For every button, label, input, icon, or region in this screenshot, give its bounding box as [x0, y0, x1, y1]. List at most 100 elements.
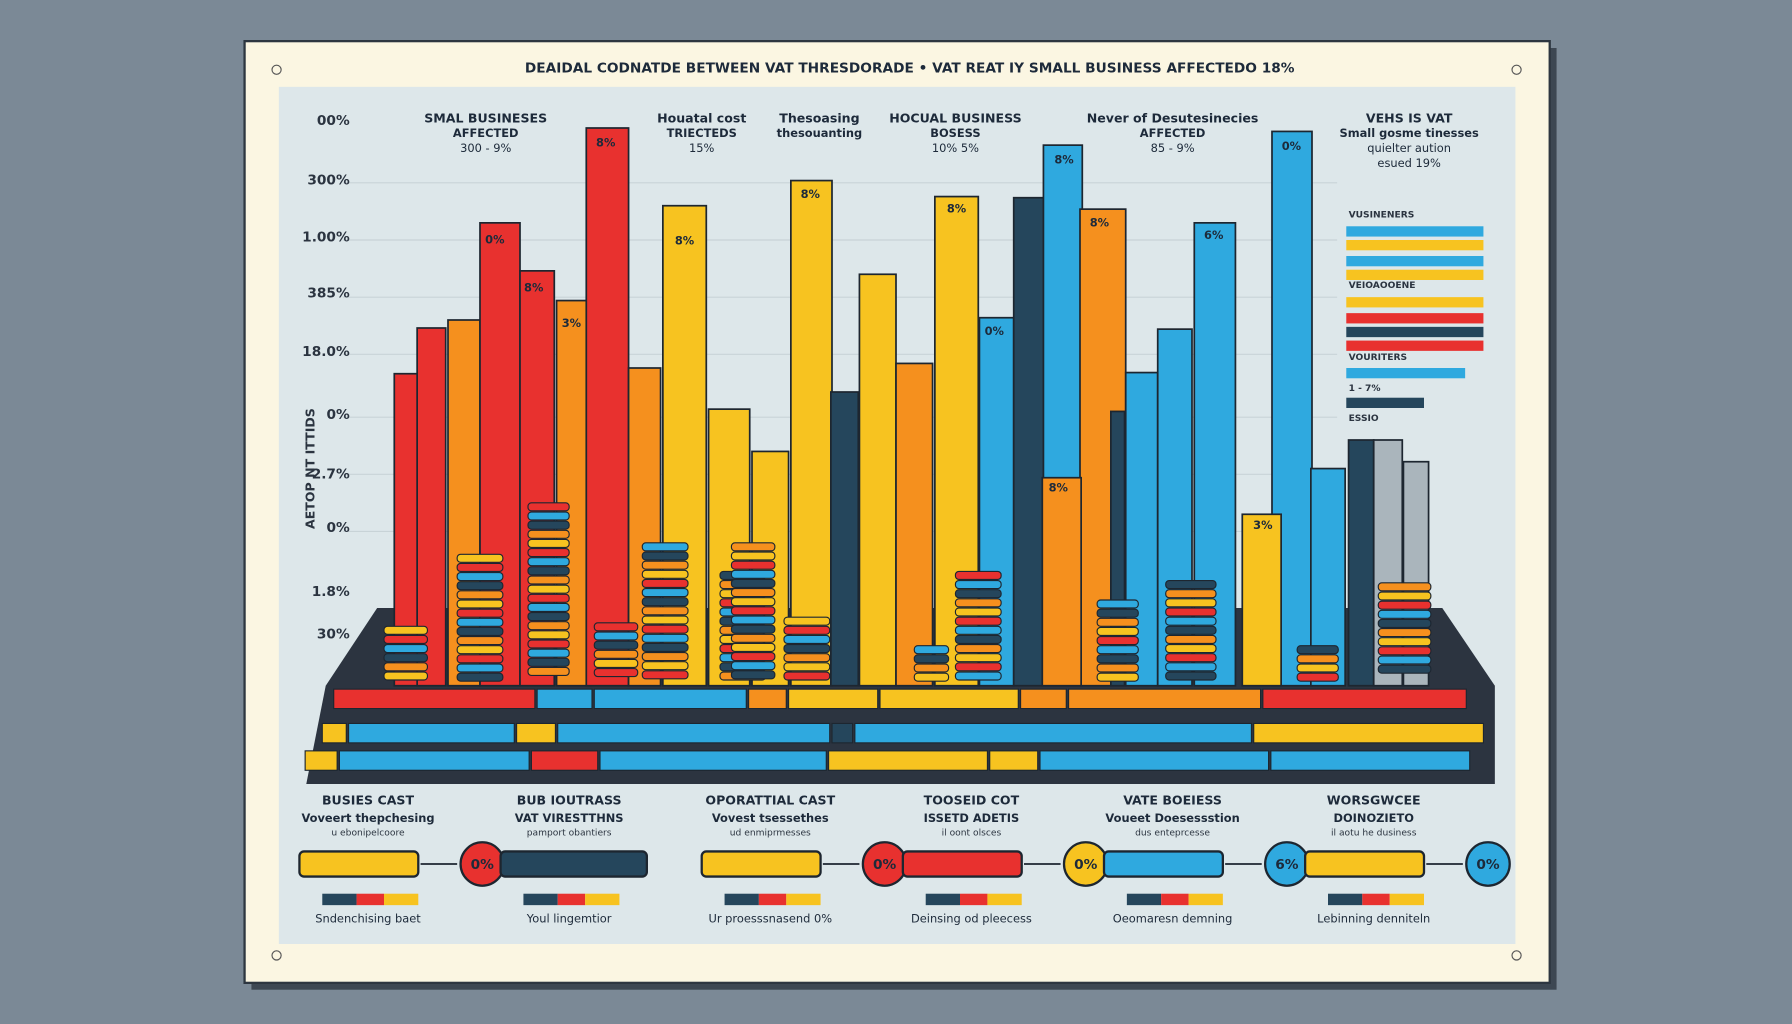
coin	[527, 584, 570, 594]
panel-bar	[1102, 850, 1224, 878]
annotation: 85 - 9%	[1151, 141, 1195, 155]
coin	[527, 657, 570, 667]
stripe	[530, 750, 599, 771]
bar-label: 8%	[524, 280, 544, 294]
bar-label: 8%	[596, 135, 616, 149]
annotation: AFFECTED	[453, 126, 519, 140]
coin	[641, 661, 689, 671]
caption-bar	[1389, 893, 1424, 906]
coin	[1296, 654, 1339, 664]
caption-bar	[1188, 893, 1223, 906]
stripe	[1262, 688, 1467, 710]
coin	[1165, 589, 1217, 599]
caption-bar	[1126, 893, 1162, 906]
panel-title: TOOSEID COT	[924, 793, 1020, 808]
stripe	[348, 722, 515, 744]
coin	[641, 542, 689, 552]
coin	[913, 645, 950, 655]
annotation: esued 19%	[1377, 156, 1441, 170]
legend-label: VUSINENERS	[1349, 210, 1415, 220]
caption-bar	[384, 893, 419, 906]
stripe	[989, 750, 1039, 771]
badge	[1465, 841, 1511, 887]
annotation: VEHS IS VAT	[1366, 110, 1453, 125]
coin	[527, 621, 570, 631]
coin	[593, 649, 639, 659]
coin	[783, 634, 831, 644]
coin	[1377, 637, 1432, 647]
coin	[641, 551, 689, 561]
bar	[1241, 513, 1282, 687]
badge-label: 0%	[471, 857, 495, 873]
coin	[527, 593, 570, 603]
screw	[271, 64, 282, 75]
coin	[954, 616, 1002, 626]
coin	[954, 662, 1002, 672]
coin	[1165, 625, 1217, 635]
panel-title: BUB IOUTRASS	[517, 793, 622, 808]
panel-caption: Lebinning denniteln	[1317, 911, 1430, 925]
annotation: 300 - 9%	[460, 141, 511, 155]
panel-subtitle: Voveert thepchesing	[301, 811, 434, 825]
coin	[527, 511, 570, 521]
y-label: 30%	[317, 626, 350, 642]
stripe	[321, 722, 347, 744]
coin	[1377, 646, 1432, 656]
coin	[527, 575, 570, 585]
coin	[527, 529, 570, 539]
coin	[1165, 634, 1217, 644]
coin	[730, 652, 776, 662]
stripe	[304, 750, 338, 771]
annotation: thesouanting	[777, 126, 863, 140]
panel-title: VATE BOEIESS	[1123, 793, 1222, 808]
coin	[456, 608, 504, 618]
bar	[585, 127, 630, 687]
coin	[954, 589, 1002, 599]
coin	[913, 672, 950, 682]
bar-label: 3%	[1253, 518, 1273, 532]
coin	[593, 658, 639, 668]
y-label: 0%	[326, 520, 350, 536]
annotation: quielter aution	[1367, 141, 1451, 155]
bar-label: 6%	[1204, 228, 1224, 242]
chart-art: DEAIDAL CODNATDE BETWEEN VAT THRESDORADE…	[298, 61, 1511, 925]
coin	[730, 578, 776, 588]
coin	[1377, 609, 1432, 619]
panel-caption: Oeomaresn demning	[1113, 911, 1233, 925]
caption-bar	[960, 893, 988, 906]
panel-detail: pamport obantiers	[527, 829, 612, 839]
coin	[593, 631, 639, 641]
coin	[1096, 663, 1139, 673]
coin	[527, 602, 570, 612]
legend-label: VEIOAOOENE	[1349, 281, 1416, 291]
coin	[527, 666, 570, 676]
coin	[913, 663, 950, 673]
panel-caption: Ur proesssnasend 0%	[709, 911, 833, 925]
coin	[954, 607, 1002, 617]
coin	[1165, 653, 1217, 663]
coin	[641, 588, 689, 598]
coin	[954, 671, 1002, 681]
screw	[271, 950, 282, 961]
coin	[1165, 616, 1217, 626]
coin	[954, 644, 1002, 654]
caption-bar	[925, 893, 960, 906]
annotation: Houatal cost	[657, 110, 746, 125]
caption-bar	[585, 893, 620, 906]
bar-label: 8%	[1090, 215, 1110, 229]
stripe	[1019, 688, 1067, 710]
bar-label: 3%	[562, 316, 582, 330]
stripe	[854, 722, 1252, 744]
y-label: 1.00%	[302, 230, 350, 246]
stripe	[747, 688, 787, 710]
panel-detail: u ebonipelcoore	[331, 829, 405, 839]
coin	[730, 606, 776, 616]
y-axis-title: AETOP NT ITTIDS	[302, 408, 317, 529]
caption-bar	[322, 893, 357, 906]
legend-swatch	[1346, 240, 1484, 251]
stripe	[1067, 688, 1262, 710]
coin	[954, 625, 1002, 635]
coin	[383, 644, 428, 654]
